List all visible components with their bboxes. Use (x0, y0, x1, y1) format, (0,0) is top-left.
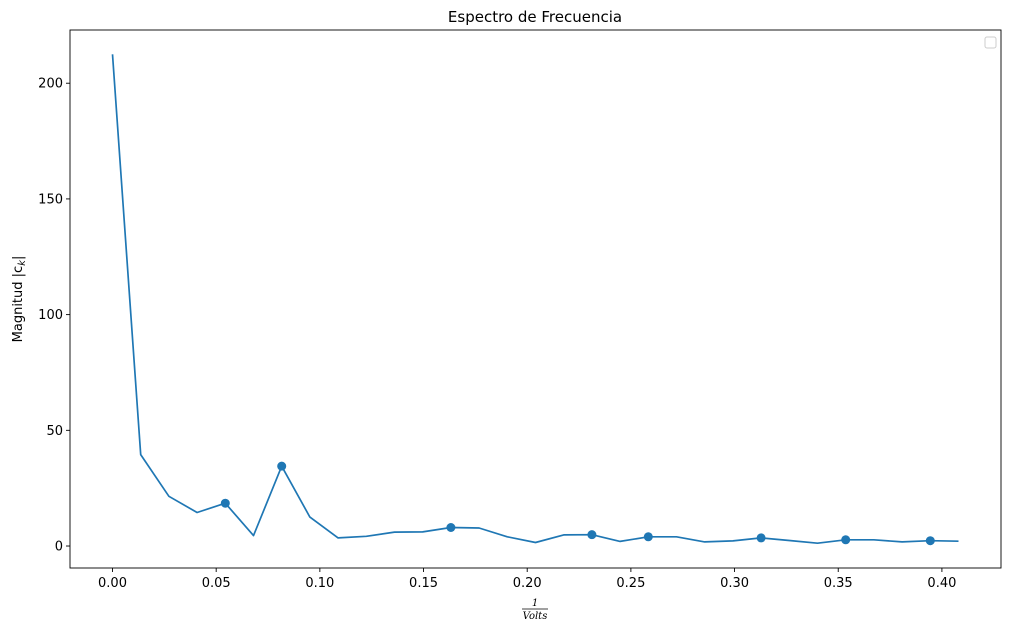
x-axis-label-denominator: Volts (523, 611, 548, 622)
x-axis-label: 1 Volts (522, 598, 548, 622)
peak-marker (220, 498, 230, 508)
axes-frame (69, 29, 1002, 569)
y-tick-label: 100 (38, 308, 63, 323)
chart-title: Espectro de Frecuencia (448, 8, 622, 26)
x-tick-label: 0.10 (305, 576, 334, 591)
y-axis-label-end: | (11, 256, 26, 260)
x-tick-label: 0.00 (98, 576, 127, 591)
legend-box (984, 36, 997, 49)
peak-marker (587, 530, 597, 540)
y-axis: 0 50 100 150 200 (38, 77, 70, 555)
peak-marker (446, 523, 456, 533)
peak-marker (756, 533, 766, 543)
x-tick-label: 0.15 (409, 576, 438, 591)
y-tick-label: 0 (55, 540, 63, 555)
y-tick-label: 50 (46, 424, 63, 439)
x-tick-label: 0.40 (927, 576, 956, 591)
peak-marker (841, 535, 851, 545)
x-axis-label-numerator: 1 (532, 598, 538, 609)
y-axis-label: Magnitud |ck| (11, 256, 28, 343)
x-tick-label: 0.20 (513, 576, 542, 591)
x-tick-label: 0.30 (720, 576, 749, 591)
series-line (111, 54, 959, 545)
x-axis: 0.00 0.05 0.10 0.15 0.20 0.25 0.30 0.35 0.40 (98, 568, 956, 591)
peak-marker (643, 532, 653, 542)
y-tick-label: 200 (38, 77, 63, 92)
x-tick-label: 0.25 (616, 576, 645, 591)
x-tick-label: 0.35 (824, 576, 853, 591)
peak-marker (925, 536, 935, 546)
plot-area (69, 29, 1002, 569)
legend (984, 36, 997, 49)
peak-marker (277, 461, 287, 471)
x-tick-label: 0.05 (202, 576, 231, 591)
y-axis-label-main: Magnitud |c (11, 266, 26, 343)
y-tick-label: 150 (38, 192, 63, 207)
y-axis-label-subscript: k (17, 259, 28, 266)
